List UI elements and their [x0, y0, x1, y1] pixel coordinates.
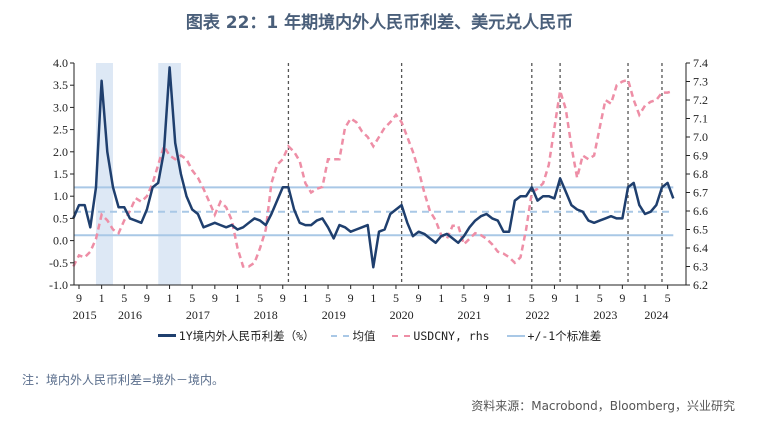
x-tick-label: 1: [370, 291, 376, 305]
year-label: 2020: [390, 308, 414, 322]
year-label: 2023: [593, 308, 617, 322]
right-tick-label: 6.9: [693, 149, 708, 163]
x-tick-label: 5: [597, 291, 603, 305]
year-label: 2024: [644, 308, 668, 322]
left-tick-label: 0.0: [53, 234, 68, 248]
x-tick-label: 1: [302, 291, 308, 305]
x-tick-label: 9: [484, 291, 490, 305]
left-tick-label: 3.0: [53, 100, 68, 114]
right-tick-label: 6.7: [693, 186, 708, 200]
x-tick-label: 9: [144, 291, 150, 305]
legend-label: USDCNY, rhs: [413, 329, 490, 343]
x-tick-label: 5: [529, 291, 535, 305]
footnote: 注：境内外人民币利差=境外－境内。: [22, 373, 225, 387]
x-tick-label: 1: [167, 291, 173, 305]
right-tick-label: 7.2: [693, 93, 708, 107]
right-tick-label: 7.0: [693, 130, 708, 144]
left-tick-label: 2.0: [53, 145, 68, 159]
legend-label: 1Y境内外人民币利差（%）: [178, 328, 315, 343]
year-label: 2021: [458, 308, 482, 322]
usdcny-line: [72, 78, 674, 268]
x-tick-label: 1: [234, 291, 240, 305]
shaded-period: [158, 63, 181, 285]
x-tick-label: 5: [325, 291, 331, 305]
left-tick-label: 1.5: [53, 167, 68, 181]
year-label: 2015: [73, 308, 97, 322]
x-tick-label: 9: [416, 291, 422, 305]
year-label: 2016: [118, 308, 142, 322]
source-note: 资料来源：Macrobond，Bloomberg，兴业研究: [471, 399, 735, 413]
right-tick-label: 6.2: [693, 278, 708, 292]
x-tick-label: 5: [121, 291, 127, 305]
right-tick-label: 6.5: [693, 223, 708, 237]
x-tick-label: 9: [348, 291, 354, 305]
x-tick-label: 5: [393, 291, 399, 305]
right-tick-label: 6.6: [693, 204, 708, 218]
x-tick-label: 9: [76, 291, 82, 305]
x-tick-label: 9: [551, 291, 557, 305]
legend: 1Y境内外人民币利差（%） 均值 USDCNY, rhs +/-1个标准差: [0, 326, 759, 344]
right-tick-label: 7.1: [693, 112, 708, 126]
legend-label: +/-1个标准差: [527, 329, 602, 343]
legend-item-band: +/-1个标准差: [506, 328, 602, 344]
legend-swatch-spread: [157, 334, 176, 337]
left-tick-label: 3.5: [53, 78, 68, 92]
x-tick-label: 9: [212, 291, 218, 305]
x-tick-label: 5: [461, 291, 467, 305]
x-tick-label: 9: [280, 291, 286, 305]
spread-line: [72, 66, 675, 269]
right-tick-label: 6.3: [693, 260, 708, 274]
left-tick-label: 4.0: [53, 56, 68, 70]
legend-label: 均值: [352, 329, 376, 343]
right-tick-label: 6.8: [693, 167, 708, 181]
left-tick-label: -1.0: [49, 278, 68, 292]
legend-item-usdcny: USDCNY, rhs: [392, 329, 490, 343]
legend-swatch-usdcny: [392, 335, 411, 337]
chart-title: 图表 22：1 年期境内外人民币利差、美元兑人民币: [185, 13, 574, 33]
x-tick-label: 1: [506, 291, 512, 305]
year-label: 2019: [322, 308, 346, 322]
x-tick-label: 5: [257, 291, 263, 305]
left-tick-label: -0.5: [49, 256, 68, 270]
right-tick-label: 7.4: [693, 56, 708, 70]
year-label: 2022: [525, 308, 549, 322]
left-tick-label: 2.5: [53, 123, 68, 137]
legend-item-mean: 均值: [331, 328, 375, 344]
legend-swatch-mean: [331, 335, 350, 337]
x-tick-label: 1: [438, 291, 444, 305]
right-tick-label: 6.4: [693, 241, 708, 255]
x-tick-label: 5: [665, 291, 671, 305]
year-label: 2018: [254, 308, 278, 322]
chart: -1.0 -0.5 0.0 0.5 1.0 1.5 2.0 2.5 3.0 3.5 4.0 6.2 6.…: [49, 56, 708, 322]
year-label: 2017: [186, 308, 210, 322]
legend-item-spread: 1Y境内外人民币利差（%）: [157, 328, 315, 344]
x-tick-label: 1: [642, 291, 648, 305]
x-tick-label: 1: [99, 291, 105, 305]
legend-swatch-band: [506, 335, 525, 337]
x-tick-label: 1: [574, 291, 580, 305]
right-tick-label: 7.3: [693, 75, 708, 89]
x-tick-label: 5: [189, 291, 195, 305]
x-tick-label: 9: [619, 291, 625, 305]
left-tick-label: 0.5: [53, 211, 68, 225]
left-tick-label: 1.0: [53, 189, 68, 203]
